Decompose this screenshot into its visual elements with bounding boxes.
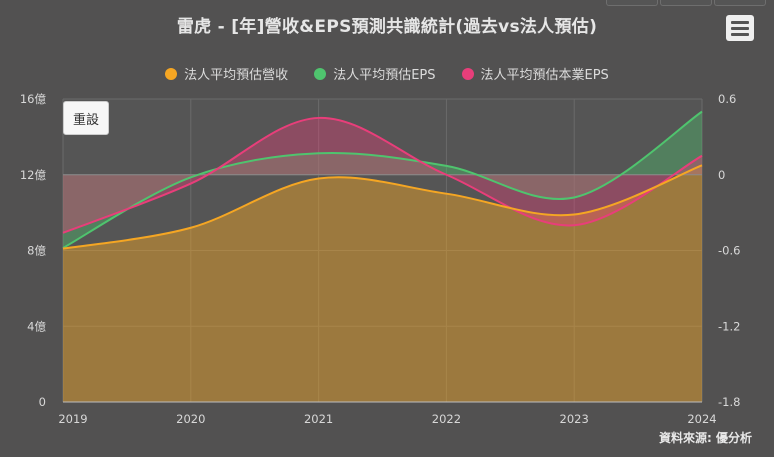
x-tick-label: 2020 xyxy=(176,412,205,426)
chart-title: 雷虎 - [年]營收&EPS預測共識統計(過去vs法人預估) xyxy=(176,17,598,37)
legend-dot-icon xyxy=(461,67,474,80)
legend-label: 法人平均預估本業EPS xyxy=(480,68,609,83)
x-tick-label: 2024 xyxy=(687,412,716,426)
legend-item-revenue[interactable]: 法人平均預估營收 xyxy=(165,64,288,83)
area-core-eps xyxy=(63,117,702,233)
y-left-tick-label: 4億 xyxy=(27,319,46,333)
reset-zoom-button[interactable]: 重設 xyxy=(63,101,109,135)
y-right-tick-label: -0.6 xyxy=(718,244,740,258)
y-right-tick-label: -1.8 xyxy=(718,395,740,409)
chart-legend: 法人平均預估營收 法人平均預估EPS 法人平均預估本業EPS xyxy=(0,64,774,83)
data-source-credit: 資料來源: 優分析 xyxy=(659,431,752,445)
x-tick-label: 2023 xyxy=(560,412,589,426)
line-core-eps xyxy=(62,116,703,234)
line-revenue xyxy=(62,164,703,250)
y-left-tick-label: 8億 xyxy=(27,244,46,258)
toolbar-strip xyxy=(606,0,774,6)
plot-background xyxy=(63,99,702,402)
x-tick-label: 2019 xyxy=(58,412,87,426)
line-eps xyxy=(62,110,703,249)
y-left-tick-label: 16億 xyxy=(20,92,47,106)
legend-label: 法人平均預估營收 xyxy=(184,68,289,83)
legend-item-eps[interactable]: 法人平均預估EPS xyxy=(314,64,436,83)
y-right-tick-label: 0.6 xyxy=(718,92,736,106)
x-tick-label: 2021 xyxy=(304,412,333,426)
y-right-tick-label: 0 xyxy=(718,168,725,182)
area-revenue xyxy=(63,165,702,402)
y-right-tick-label: -1.2 xyxy=(718,319,740,333)
x-tick-label: 2022 xyxy=(432,412,461,426)
legend-dot-icon xyxy=(165,67,178,80)
legend-dot-icon xyxy=(314,67,327,80)
y-left-tick-label: 12億 xyxy=(20,168,47,182)
area-eps xyxy=(63,111,702,248)
y-left-tick-label: 0 xyxy=(39,395,46,409)
legend-label: 法人平均預估EPS xyxy=(333,68,436,83)
legend-item-core-eps[interactable]: 法人平均預估本業EPS xyxy=(461,64,609,83)
hamburger-menu-icon[interactable] xyxy=(726,15,754,41)
